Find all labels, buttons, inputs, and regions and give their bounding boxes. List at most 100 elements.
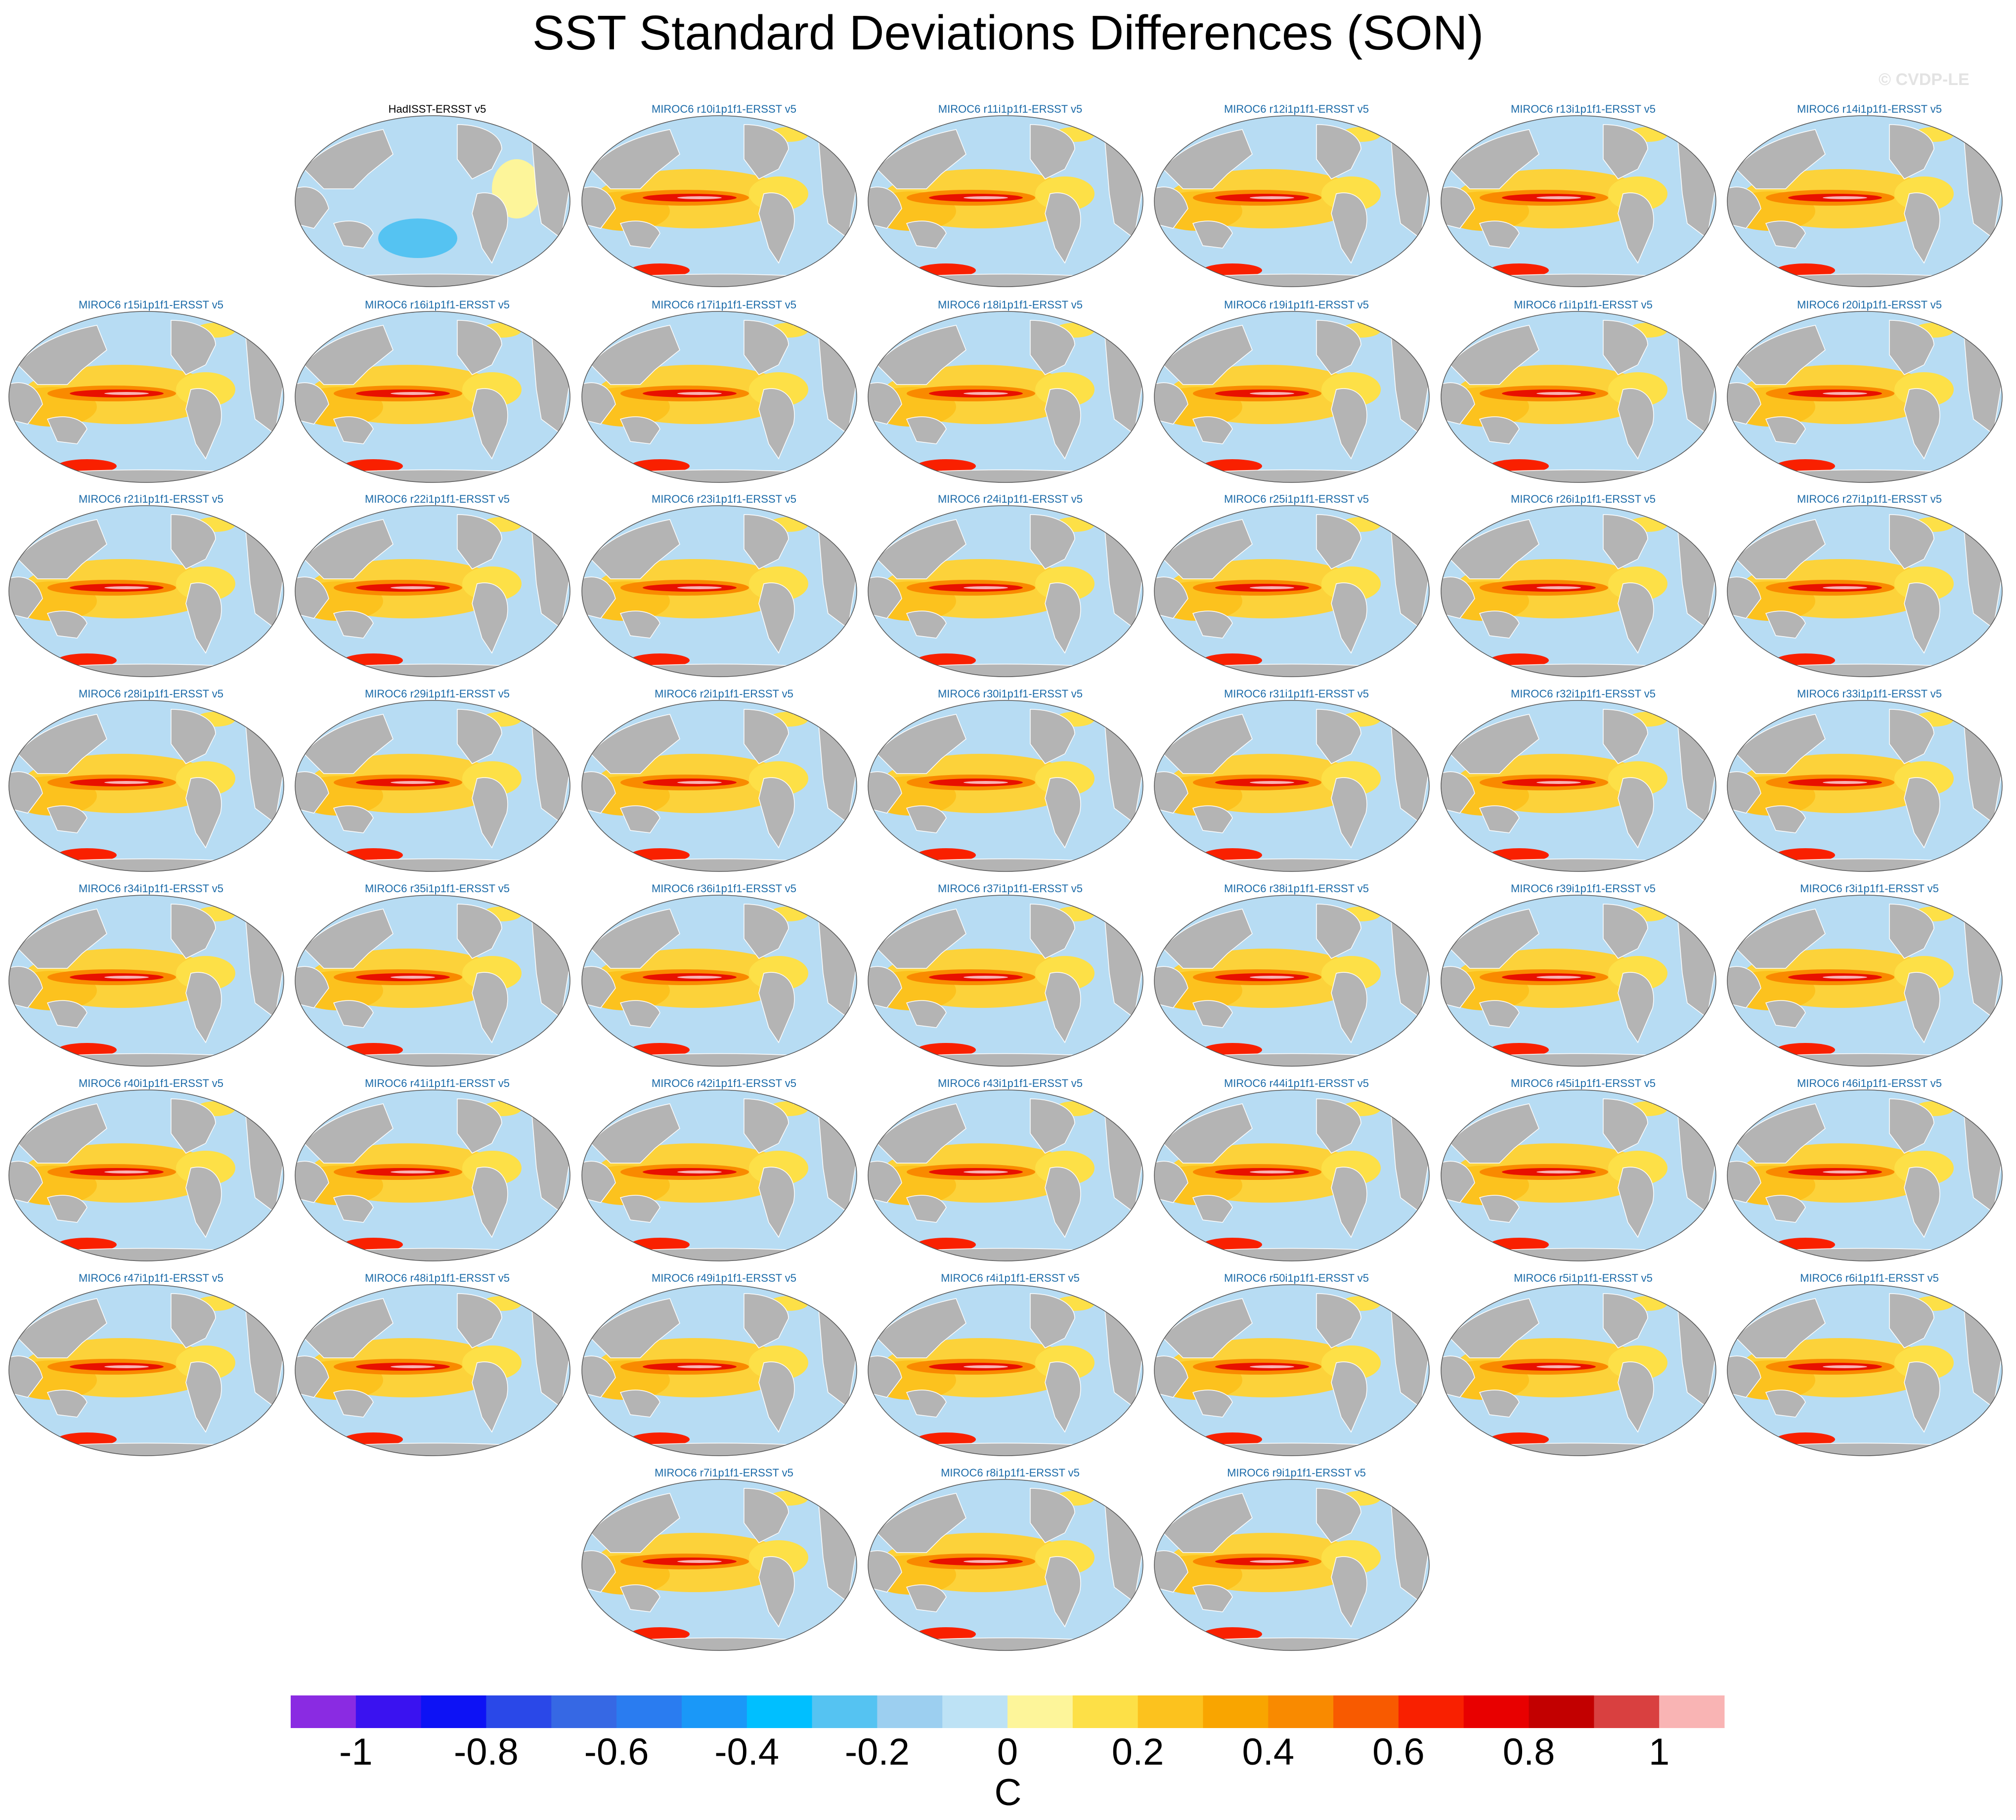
panel-title: MIROC6 r13i1p1f1-ERSST v5: [1510, 103, 1656, 115]
land-mass: [1765, 805, 1806, 833]
colorbar-swatch: [486, 1695, 552, 1728]
map-panel: MIROC6 r44i1p1f1-ERSST v5: [1153, 1077, 1440, 1275]
sst-map: [1154, 505, 1430, 677]
land-mass: [590, 909, 680, 969]
map-outline: [581, 1284, 857, 1456]
land-mass: [1755, 1053, 1974, 1066]
land-mass: [1030, 904, 1075, 959]
land-mass: [457, 514, 502, 569]
land-mass: [1603, 1293, 1648, 1348]
land-mass: [876, 129, 966, 189]
land-mass: [1192, 805, 1233, 833]
panel-title: MIROC6 r39i1p1f1-ERSST v5: [1510, 882, 1656, 895]
land-mass: [1618, 192, 1654, 264]
sst-map: [1154, 115, 1430, 287]
sst-map: [868, 115, 1143, 287]
land-mass: [472, 388, 508, 460]
land-mass: [1154, 1550, 1188, 1593]
land-mass: [590, 714, 680, 774]
land-mass: [1183, 1053, 1401, 1066]
land-mass: [610, 1637, 829, 1650]
land-mass: [1727, 771, 1761, 814]
map-panel: MIROC6 r2i1p1f1-ERSST v5: [581, 688, 867, 885]
map-panel: MIROC6 r39i1p1f1-ERSST v5: [1440, 882, 1726, 1080]
land-mass: [1449, 1298, 1539, 1358]
land-mass: [1360, 1090, 1402, 1104]
sst-map: [8, 1089, 284, 1261]
map-outline: [295, 700, 570, 872]
colorbar-swatch: [1072, 1695, 1139, 1728]
land-mass: [1030, 124, 1075, 179]
land-mass: [1647, 311, 1688, 326]
panel-title: MIROC6 r49i1p1f1-ERSST v5: [651, 1272, 797, 1284]
land-mass: [896, 273, 1115, 287]
land-mass: [876, 325, 966, 385]
sst-map: [8, 700, 284, 872]
watermark: © CVDP-LE: [1879, 70, 1970, 89]
land-mass: [17, 1298, 107, 1358]
sst-map: [1154, 1479, 1430, 1651]
panel-title: MIROC6 r10i1p1f1-ERSST v5: [651, 103, 797, 115]
map-outline: [1727, 115, 2003, 287]
land-mass: [295, 1355, 329, 1398]
land-mass: [906, 1389, 947, 1418]
colorbar-swatch: [877, 1695, 943, 1728]
land-mass: [876, 714, 966, 774]
sst-map: [1441, 115, 1716, 287]
land-mass: [1316, 709, 1361, 764]
map-outline: [8, 505, 284, 677]
land-mass: [215, 700, 256, 715]
map-outline: [1441, 115, 1716, 287]
map-panel: MIROC6 r30i1p1f1-ERSST v5: [867, 688, 1153, 885]
map-panel: MIROC6 r24i1p1f1-ERSST v5: [867, 493, 1153, 691]
land-mass: [185, 388, 222, 460]
colorbar-tick-label: -0.6: [584, 1731, 649, 1773]
panel-title: MIROC6 r23i1p1f1-ERSST v5: [651, 493, 797, 505]
map-panel: MIROC6 r6i1p1f1-ERSST v5: [1726, 1272, 2013, 1470]
sst-map: [1441, 895, 1716, 1067]
land-mass: [1889, 709, 1934, 764]
map-outline: [295, 311, 570, 483]
land-mass: [46, 1000, 88, 1028]
land-mass: [1154, 576, 1188, 619]
colorbar-tick-label: 0: [997, 1731, 1018, 1773]
land-mass: [1162, 1493, 1253, 1553]
land-mass: [758, 777, 795, 849]
land-mass: [744, 1098, 789, 1154]
land-mass: [582, 1550, 616, 1593]
land-mass: [1735, 1298, 1826, 1358]
land-mass: [788, 506, 829, 520]
map-panel: MIROC6 r3i1p1f1-ERSST v5: [1726, 882, 2013, 1080]
map-panel: MIROC6 r37i1p1f1-ERSST v5: [867, 882, 1153, 1080]
map-outline: [868, 700, 1143, 872]
land-mass: [215, 1090, 256, 1104]
land-mass: [171, 1293, 216, 1348]
map-panel: MIROC6 r17i1p1f1-ERSST v5: [581, 299, 867, 496]
land-mass: [1045, 1556, 1081, 1628]
land-mass: [46, 416, 88, 444]
land-mass: [1331, 192, 1367, 264]
land-mass: [868, 576, 902, 619]
colorbar-swatch: [1463, 1695, 1530, 1728]
land-mass: [1469, 469, 1688, 482]
sst-map: [581, 1479, 857, 1651]
map-panel: MIROC6 r9i1p1f1-ERSST v5: [1153, 1467, 1440, 1664]
colorbar-swatch: [1659, 1695, 1725, 1728]
land-mass: [868, 966, 902, 1008]
land-mass: [1765, 1195, 1806, 1223]
land-mass: [1469, 663, 1688, 677]
panel-title: MIROC6 r46i1p1f1-ERSST v5: [1797, 1077, 1942, 1089]
land-mass: [1074, 700, 1115, 715]
map-outline: [581, 700, 857, 872]
sst-map: [868, 700, 1143, 872]
land-mass: [1449, 325, 1539, 385]
colorbar-tick-label: 0.6: [1372, 1731, 1425, 1773]
land-mass: [758, 1361, 795, 1433]
panel-title: MIROC6 r5i1p1f1-ERSST v5: [1514, 1272, 1653, 1284]
map-panel: MIROC6 r41i1p1f1-ERSST v5: [294, 1077, 580, 1275]
map-panel: MIROC6 r8i1p1f1-ERSST v5: [867, 1467, 1153, 1664]
land-mass: [1441, 771, 1475, 814]
land-mass: [501, 506, 542, 520]
land-mass: [303, 714, 394, 774]
land-mass: [619, 805, 660, 833]
